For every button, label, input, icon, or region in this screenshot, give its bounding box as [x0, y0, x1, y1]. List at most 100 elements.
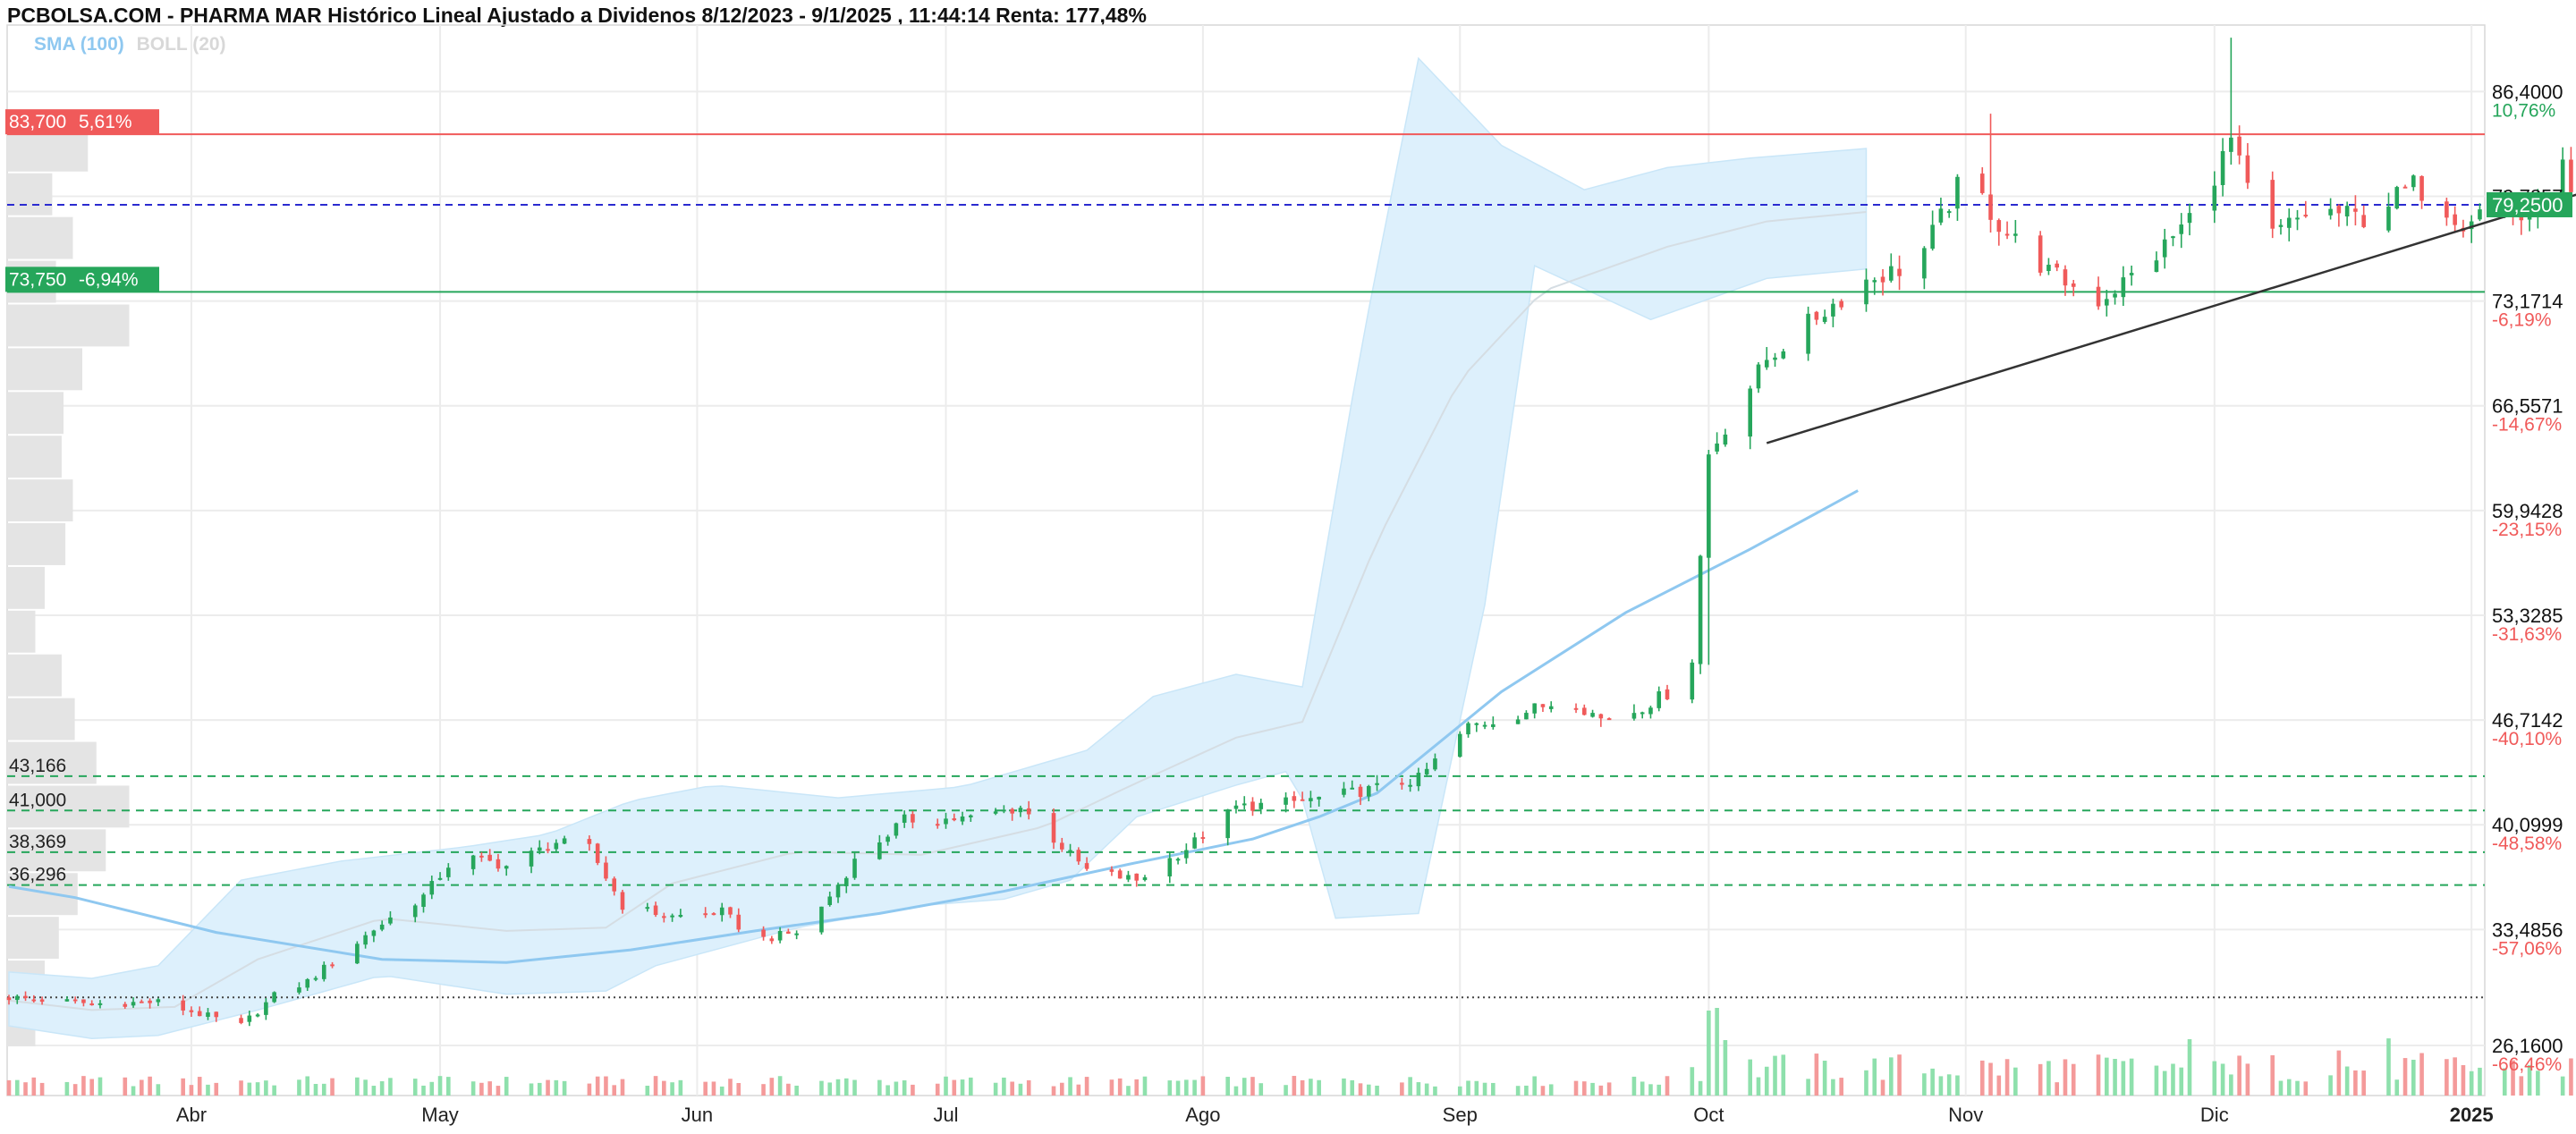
- volume-bar: [479, 1082, 484, 1096]
- volume-bar: [1814, 1054, 1819, 1096]
- candle: [2478, 203, 2482, 222]
- candle-body: [670, 915, 674, 918]
- candle: [89, 1000, 94, 1006]
- candle: [678, 909, 683, 918]
- candle: [1233, 800, 1239, 814]
- candle: [1134, 873, 1140, 887]
- volume-bar: [189, 1085, 194, 1096]
- candle-body: [1059, 842, 1064, 850]
- candle-body: [1192, 837, 1197, 849]
- candle-body: [1175, 859, 1181, 861]
- volume-bar: [2511, 1060, 2515, 1096]
- volume-bar: [1773, 1055, 1777, 1096]
- boll-legend-label[interactable]: BOLL (20): [136, 34, 226, 55]
- candle-body: [562, 838, 567, 844]
- candle-body: [1764, 360, 1769, 368]
- candle: [1897, 255, 1902, 291]
- volume-bar: [1134, 1079, 1140, 1096]
- volume-bar: [1822, 1061, 1827, 1096]
- candle-body: [1018, 808, 1023, 813]
- candle: [761, 926, 766, 941]
- candle: [719, 902, 724, 922]
- candle: [1524, 710, 1529, 720]
- candle-body: [2105, 299, 2109, 306]
- volume-bar: [2402, 1058, 2408, 1096]
- candle-body: [197, 1011, 202, 1017]
- candle: [1068, 843, 1072, 857]
- candle: [487, 849, 492, 862]
- volume-bar: [214, 1082, 219, 1096]
- candle: [2453, 206, 2457, 232]
- candle-body: [587, 839, 592, 844]
- candle: [1640, 711, 1645, 719]
- candle-body: [297, 987, 301, 993]
- candle: [255, 1013, 260, 1018]
- candle: [14, 994, 20, 1004]
- volume-bar: [197, 1077, 202, 1096]
- candle-body: [1665, 689, 1670, 699]
- candle-body: [2278, 224, 2284, 227]
- candle-body: [620, 892, 625, 910]
- volume-bar: [305, 1076, 310, 1096]
- candle: [1665, 684, 1670, 700]
- candle: [2046, 258, 2051, 275]
- volume-bar: [1548, 1084, 1554, 1096]
- volume-bar: [1300, 1079, 1305, 1096]
- candle-body: [97, 1003, 103, 1005]
- candle: [1408, 779, 1412, 792]
- candle-body: [827, 896, 833, 905]
- volume-bar: [1358, 1083, 1363, 1096]
- candle: [2361, 205, 2366, 229]
- candle: [239, 1014, 243, 1025]
- candle-body: [2063, 269, 2068, 286]
- volume-profile-bar: [7, 436, 62, 478]
- candle: [2237, 125, 2241, 165]
- candle-body: [1606, 718, 1612, 721]
- volume-bar: [1540, 1086, 1546, 1096]
- sma-legend-label[interactable]: SMA (100): [34, 34, 124, 55]
- candle-body: [313, 977, 318, 980]
- volume-bar: [388, 1078, 393, 1096]
- candle: [1773, 352, 1777, 368]
- volume-bar: [1946, 1074, 1952, 1096]
- candle-body: [1350, 787, 1355, 790]
- candle-body: [2303, 215, 2309, 217]
- volume-profile-bar: [7, 785, 130, 828]
- candle-body: [1715, 443, 1719, 452]
- axes: AbrMayJunJulAgoSepOctNovDic2025Feb86,400…: [176, 80, 2563, 1126]
- volume-bar: [239, 1080, 243, 1096]
- candle: [297, 982, 301, 995]
- volume-bar: [711, 1081, 716, 1096]
- volume-bar: [1839, 1078, 1843, 1096]
- candle-body: [255, 1014, 260, 1017]
- candle-body: [1524, 713, 1529, 720]
- candle-body: [2295, 217, 2300, 220]
- candle: [969, 814, 973, 822]
- volume-bar: [504, 1077, 509, 1096]
- volume-profile-bar: [7, 610, 36, 653]
- volume-bar: [1515, 1086, 1521, 1096]
- candle-body: [777, 931, 783, 941]
- candle: [728, 906, 733, 918]
- volume-bar: [777, 1076, 783, 1096]
- candle-body: [794, 933, 799, 935]
- candle-body: [2286, 217, 2292, 228]
- candle: [2154, 251, 2159, 273]
- candle: [1026, 800, 1031, 820]
- candle-body: [156, 999, 161, 1003]
- candle-body: [769, 938, 775, 942]
- volume-bar: [1010, 1081, 1014, 1096]
- volume-bar: [1698, 1080, 1703, 1096]
- candle-body: [1822, 317, 1827, 322]
- candle-body: [64, 999, 70, 1002]
- trendline: [1766, 193, 2576, 444]
- volume-bar: [264, 1080, 268, 1096]
- volume-bar: [1996, 1075, 2002, 1096]
- candle: [1922, 246, 1927, 290]
- candle-body: [1491, 724, 1496, 727]
- candle: [537, 840, 542, 855]
- candle: [1764, 347, 1769, 370]
- volume-bar: [1880, 1079, 1885, 1096]
- volume-bar: [935, 1083, 940, 1096]
